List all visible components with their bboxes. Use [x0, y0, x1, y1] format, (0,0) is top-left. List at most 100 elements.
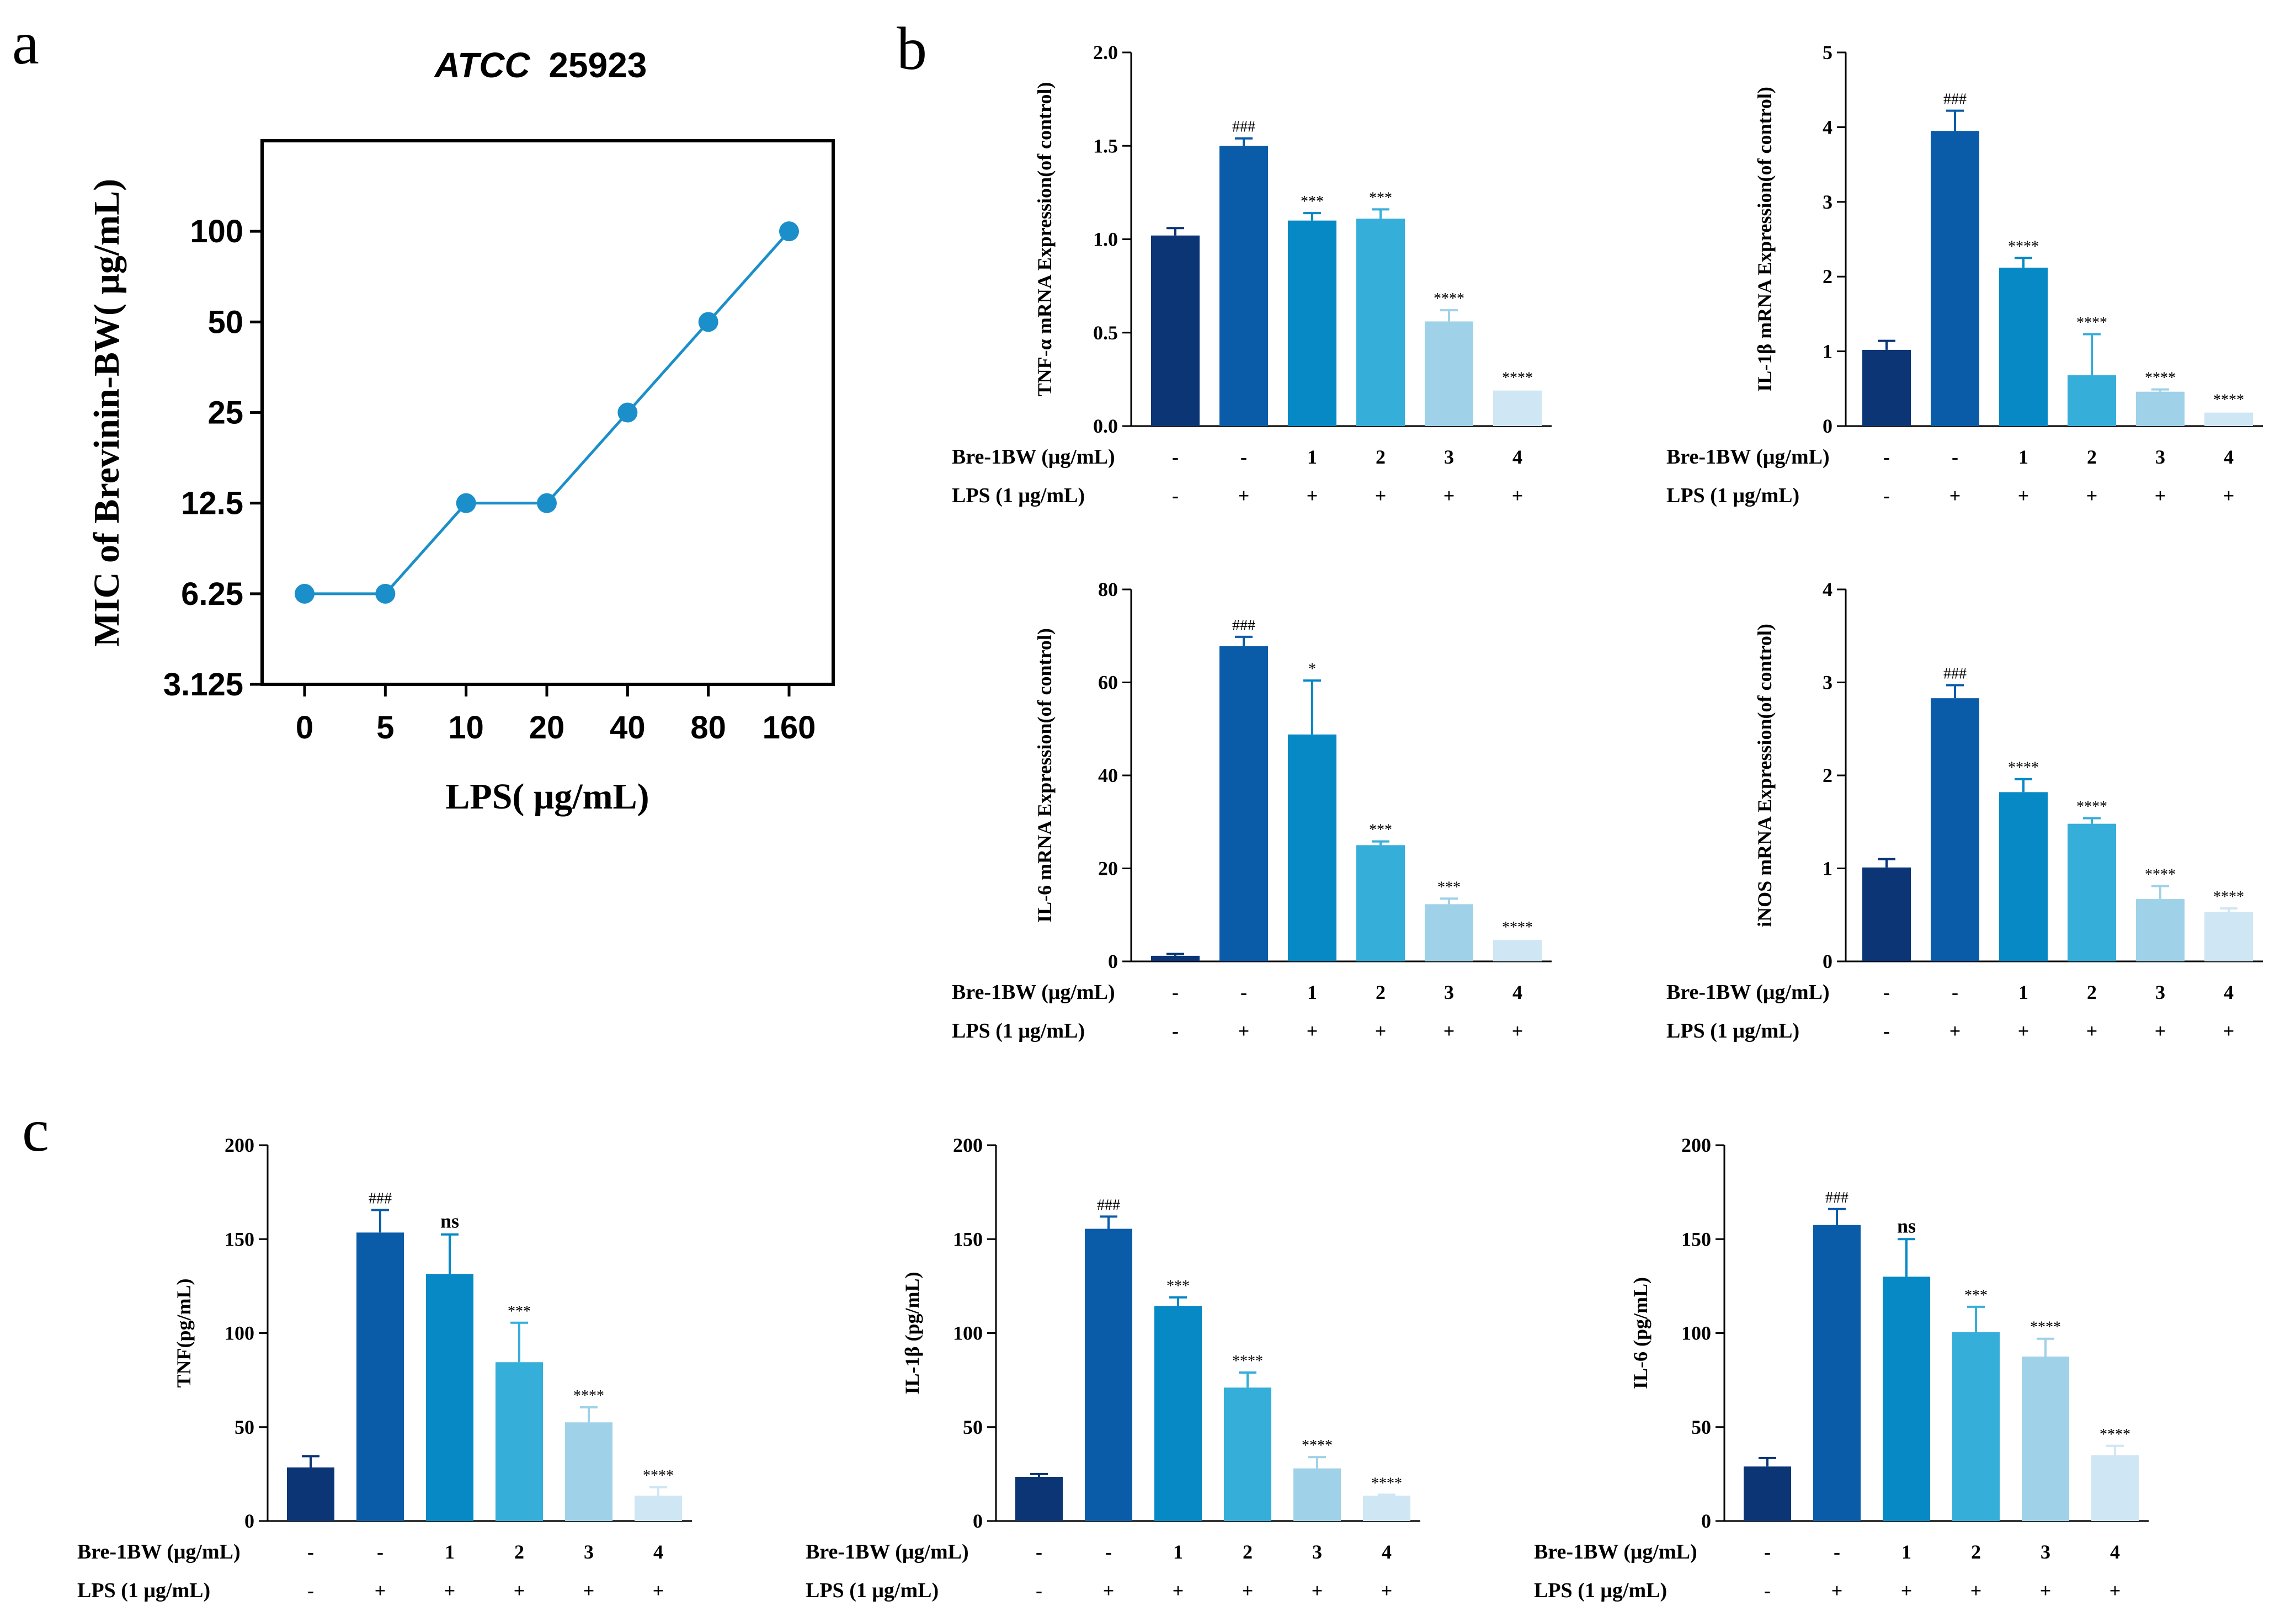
- chart-b1-bar: [1425, 321, 1473, 426]
- chart-c3-bar: [2091, 1455, 2139, 1521]
- chart-c3-bre-value: -: [1764, 1541, 1771, 1563]
- chart-c3-bre-value: 1: [1901, 1541, 1911, 1563]
- chart-c2-bar: [1154, 1306, 1202, 1521]
- chart-c2-bar: [1363, 1496, 1410, 1521]
- chart-c1-lps-value: +: [583, 1580, 595, 1602]
- chart-b4-bre-value: -: [1952, 981, 1958, 1003]
- chart-c1-sig-label: ns: [440, 1210, 459, 1232]
- chart-b4-bar: [2068, 823, 2116, 961]
- chart-b4-sig-label: ****: [2145, 866, 2176, 884]
- chart-c3-bar: [1952, 1332, 2000, 1521]
- chart-b3-sig-label: ****: [1502, 919, 1533, 936]
- chart-c3-ytick-label: 200: [1681, 1134, 1711, 1156]
- chart-b4-bre-value: 4: [2224, 981, 2234, 1003]
- chart-c1-bar: [356, 1232, 404, 1521]
- chart-a-series-line: [305, 230, 790, 595]
- chart-b2-bre-value: 1: [2018, 446, 2028, 468]
- chart-b1-bar: [1219, 146, 1268, 426]
- chart-c1-bre-label: Bre-1BW (μg/mL): [77, 1540, 241, 1563]
- chart-b2-sig-label: ****: [2213, 392, 2244, 409]
- chart-c3-bar: [1813, 1225, 1861, 1521]
- chart-b3-sig-label: ***: [1369, 822, 1392, 839]
- chart-b3-bre-value: 4: [1512, 981, 1522, 1003]
- chart-c3-bre-value: -: [1834, 1541, 1840, 1563]
- chart-b4-bre-value: 3: [2155, 981, 2165, 1003]
- chart-c3-sig-label: ****: [2030, 1319, 2061, 1336]
- chart-c3-lps-value: +: [2040, 1580, 2052, 1602]
- chart-b3-bre-value: 3: [1444, 981, 1454, 1003]
- chart-b2-ylabel: IL-1β mRNA Expression(of control): [1754, 87, 1776, 392]
- chart-b4-bar: [2136, 899, 2185, 961]
- chart-c3-ytick-label: 0: [1701, 1510, 1711, 1532]
- chart-c2-bre-value: 2: [1243, 1541, 1253, 1563]
- chart-b2-lps-value: +: [2223, 485, 2235, 507]
- chart-c3-bre-value: 4: [2110, 1541, 2120, 1563]
- chart-c2-lps-value: +: [1173, 1580, 1184, 1602]
- chart-b2-lps-value: -: [1883, 485, 1890, 507]
- panel-label-b: b: [897, 15, 927, 82]
- chart-b2-lps-value: +: [2086, 485, 2098, 507]
- chart-b3-ytick-label: 60: [1098, 672, 1118, 694]
- chart-c1-lps-value: -: [307, 1580, 314, 1602]
- chart-b2-ytick-label: 2: [1823, 265, 1832, 288]
- chart-c2-ytick-label: 150: [953, 1228, 983, 1250]
- chart-c1-ytick-label: 200: [225, 1134, 254, 1156]
- chart-b1-lps-value: +: [1443, 485, 1455, 507]
- chart-c1-lps-value: +: [653, 1580, 664, 1602]
- chart-c3-bar: [1883, 1277, 1930, 1521]
- chart-a-ytick-label: 6.25: [181, 576, 243, 612]
- chart-a-point: [617, 402, 638, 423]
- chart-b2-bar: [2136, 391, 2185, 426]
- chart-c2-sig-label: ****: [1371, 1475, 1402, 1492]
- chart-b3-lps-value: +: [1238, 1020, 1250, 1042]
- chart-c1-bre-value: -: [307, 1541, 314, 1563]
- chart-b4-ytick-label: 1: [1823, 858, 1832, 880]
- chart-b1-lps-value: +: [1375, 485, 1387, 507]
- chart-b3-ytick-label: 0: [1108, 950, 1118, 972]
- chart-c2-ytick-label: 100: [953, 1322, 983, 1344]
- chart-b1-bre-value: 2: [1376, 446, 1386, 468]
- chart-b1-bre-value: -: [1172, 446, 1179, 468]
- chart-b4-lps-value: +: [1949, 1020, 1961, 1042]
- chart-b1-sig-label: ***: [1369, 189, 1392, 206]
- chart-b4-bre-label: Bre-1BW (μg/mL): [1666, 981, 1830, 1004]
- chart-a-frame: [260, 139, 835, 686]
- chart-c3-ytick-label: 100: [1681, 1322, 1711, 1344]
- chart-b4-bre-value: 2: [2087, 981, 2097, 1003]
- chart-c1-lps-value: +: [444, 1580, 456, 1602]
- chart-b3-bre-value: -: [1240, 981, 1247, 1003]
- chart-a-xtick-label: 40: [610, 710, 646, 746]
- chart-b1-sig-label: ###: [1232, 119, 1255, 136]
- chart-c3-bre-label: Bre-1BW (μg/mL): [1534, 1540, 1697, 1563]
- chart-c2-bre-value: 1: [1173, 1541, 1183, 1563]
- chart-a-point: [456, 493, 476, 513]
- chart-b1-bar: [1288, 220, 1336, 426]
- chart-b3-lps-value: +: [1512, 1020, 1523, 1042]
- chart-b3-bre-value: 1: [1307, 981, 1317, 1003]
- chart-b3-lps-value: +: [1307, 1020, 1318, 1042]
- chart-b4-lps-label: LPS (1 μg/mL): [1666, 1019, 1799, 1043]
- chart-a-title-italic: ATCC: [434, 45, 531, 85]
- chart-c3-lps-label: LPS (1 μg/mL): [1534, 1579, 1667, 1602]
- chart-a-ylabel: MIC of Brevinin-BW( μg/mL): [87, 179, 127, 647]
- chart-c2-lps-value: -: [1036, 1580, 1042, 1602]
- chart-b1-ytick-label: 0.0: [1093, 415, 1118, 437]
- chart-b1-bre-value: 4: [1512, 446, 1522, 468]
- chart-b3-lps-label: LPS (1 μg/mL): [952, 1019, 1085, 1043]
- chart-b1-bar: [1493, 390, 1542, 426]
- chart-b1-lps-value: +: [1307, 485, 1318, 507]
- chart-b2-bre-value: 4: [2224, 446, 2234, 468]
- chart-b3-bar: [1356, 845, 1405, 961]
- chart-b3-bar: [1219, 646, 1268, 961]
- chart-c3-lps-value: -: [1764, 1580, 1771, 1602]
- chart-b4-sig-label: ****: [2008, 759, 2039, 777]
- chart-b4-bar: [1931, 698, 1979, 961]
- chart-b3-bar: [1425, 904, 1473, 961]
- chart-b2-bre-label: Bre-1BW (μg/mL): [1666, 445, 1830, 469]
- chart-b1-lps-value: +: [1238, 485, 1250, 507]
- chart-b2-lps-label: LPS (1 μg/mL): [1666, 484, 1799, 507]
- chart-c1-bar: [287, 1467, 334, 1521]
- chart-b4-sig-label: ****: [2076, 799, 2107, 816]
- chart-b3-ytick-label: 20: [1098, 858, 1118, 880]
